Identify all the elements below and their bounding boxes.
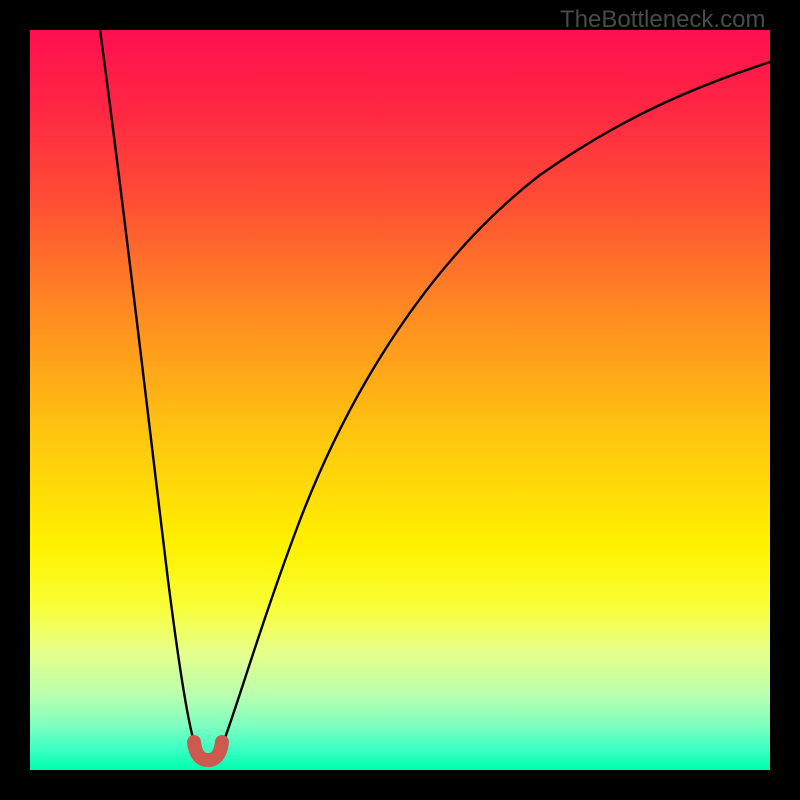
plot-area	[30, 30, 770, 770]
dip-marker	[194, 742, 222, 760]
chart-container: TheBottleneck.com	[0, 0, 800, 800]
curve-layer	[30, 30, 770, 770]
bottleneck-curve	[100, 30, 770, 761]
watermark-text: TheBottleneck.com	[560, 6, 765, 34]
